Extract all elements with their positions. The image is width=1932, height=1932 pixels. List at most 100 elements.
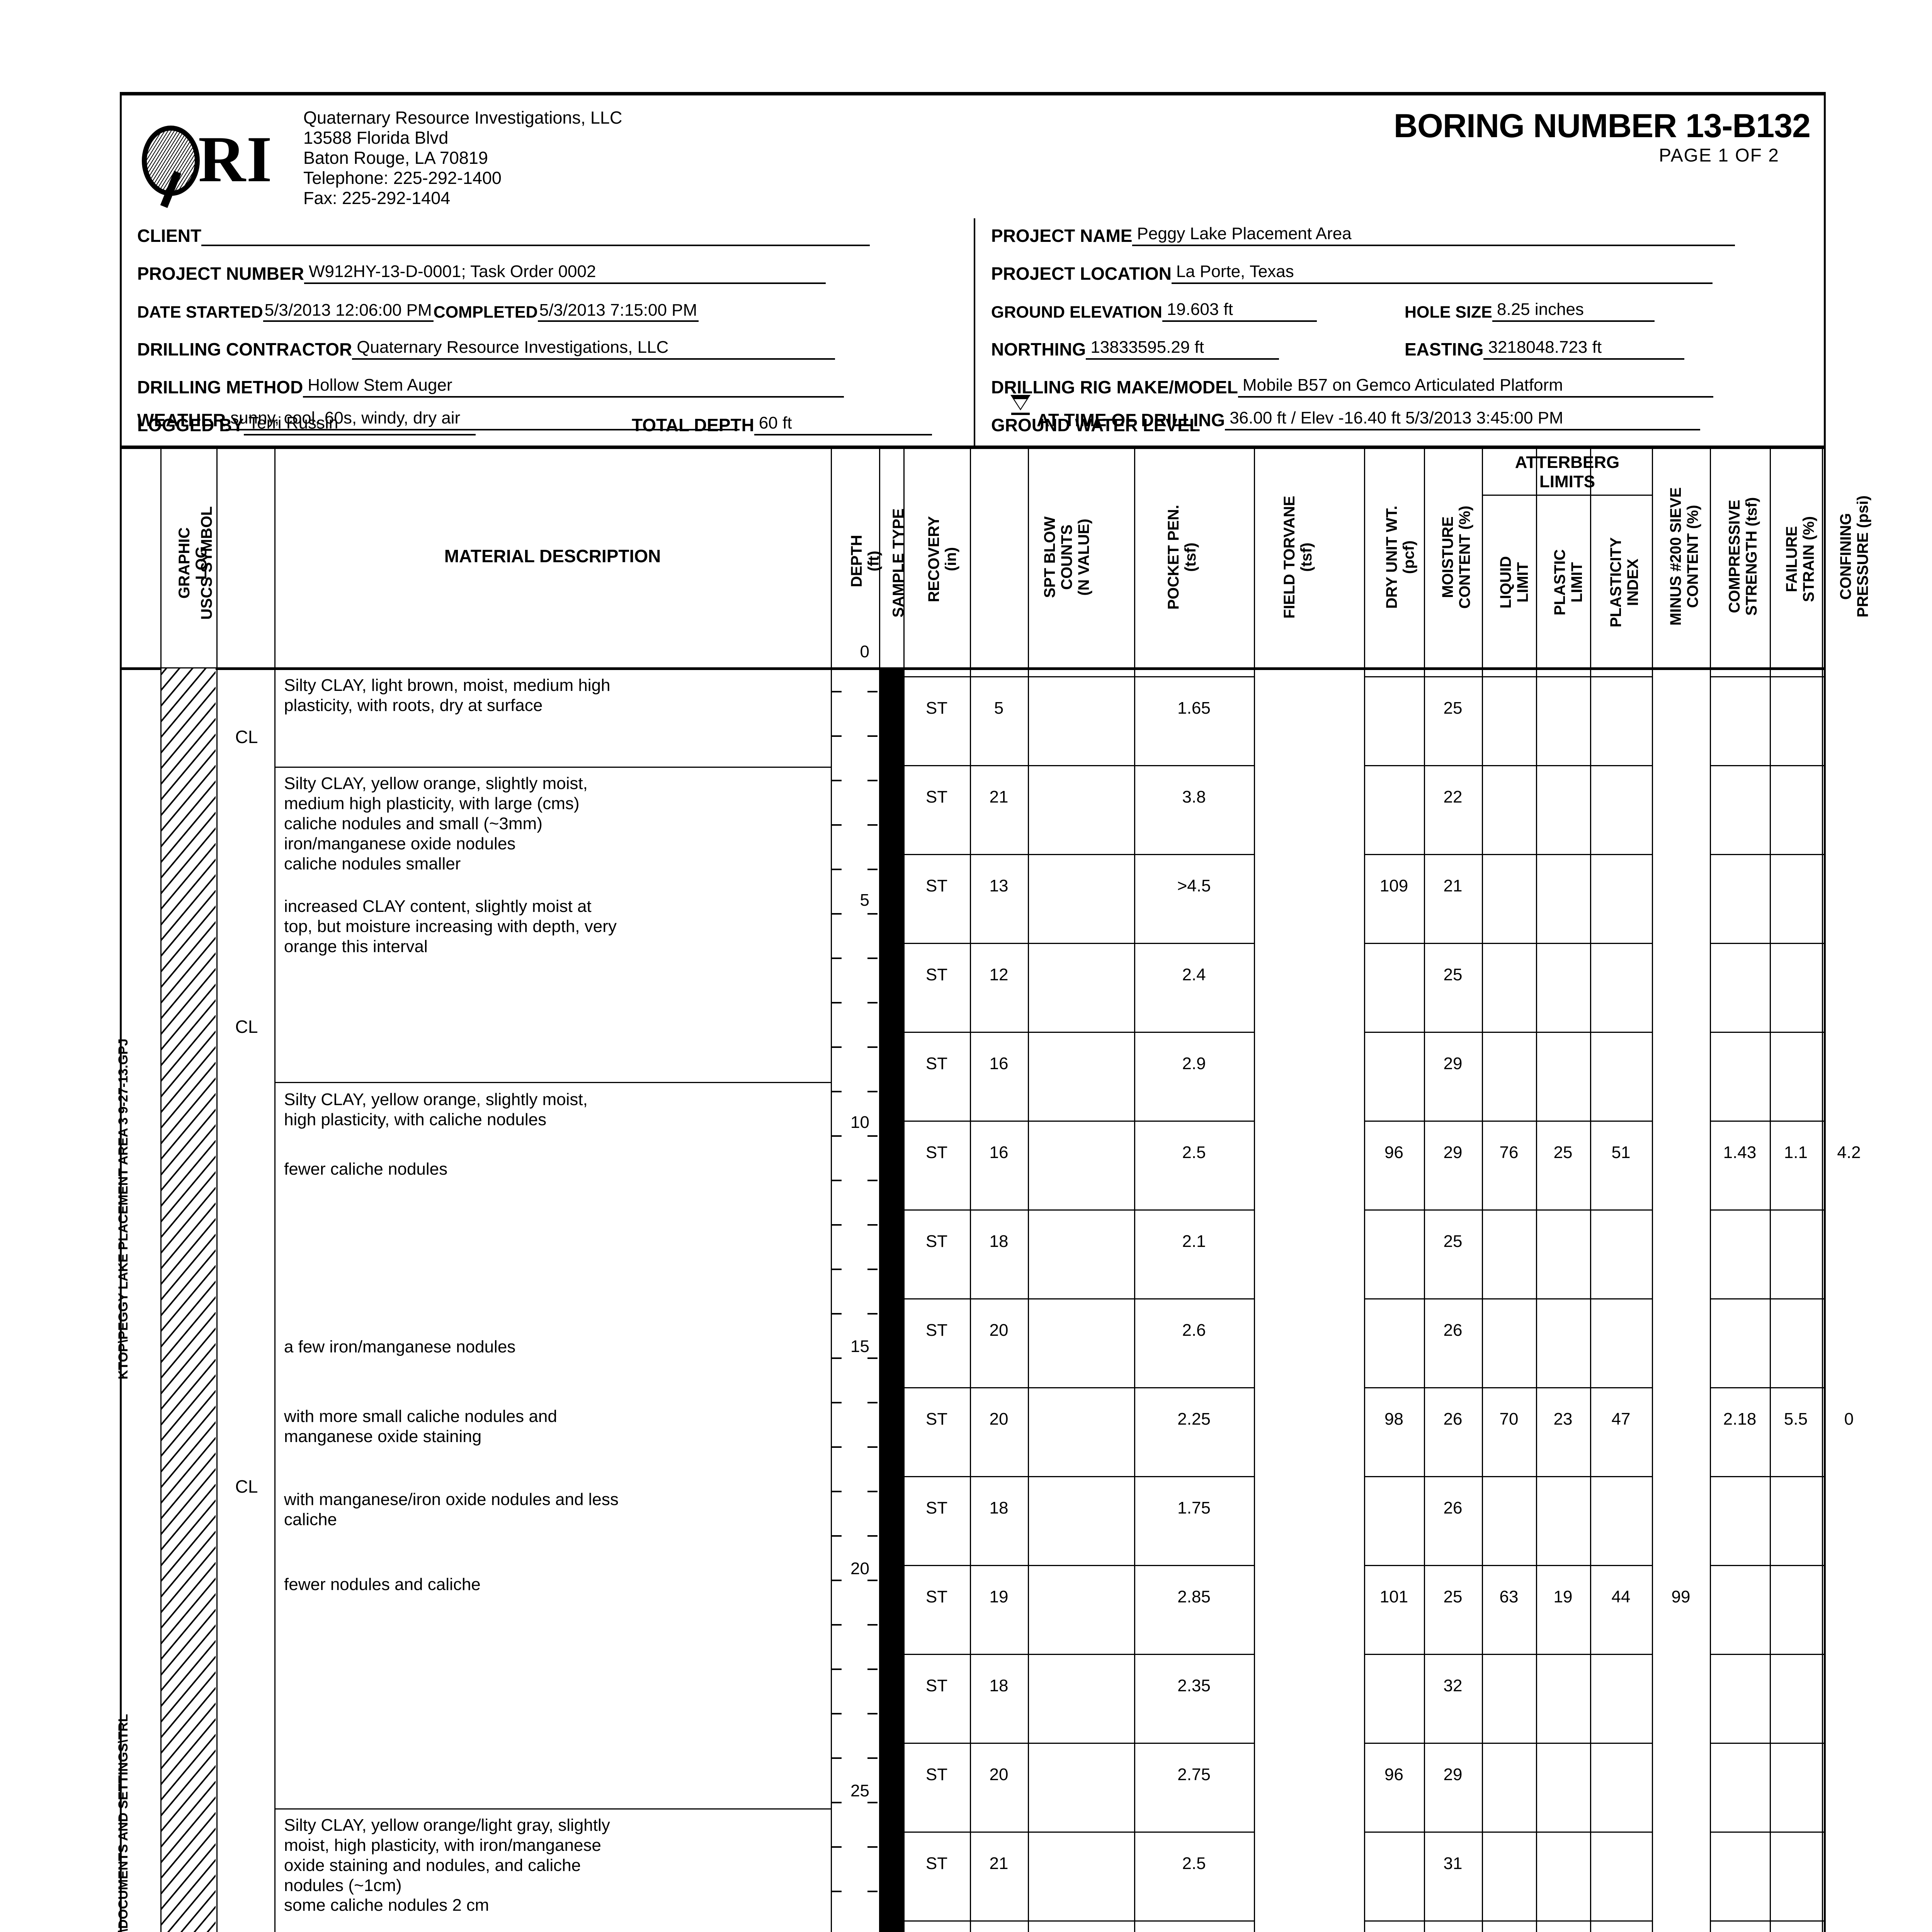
info-row-1: CLIENT PROJECT NAME Peggy Lake Placement… xyxy=(122,218,1824,251)
project-name-value[interactable]: Peggy Lake Placement Area xyxy=(1132,224,1735,246)
sample-row-separator xyxy=(1710,1209,1824,1211)
depth-tick-20: 20 xyxy=(850,1559,869,1578)
drilling-method-value[interactable]: Hollow Stem Auger xyxy=(303,375,844,398)
column-headers: GRAPHIC LOG USCS SYMBOL MATERIAL DESCRIP… xyxy=(122,448,1871,668)
sample-row-separator xyxy=(1710,1743,1824,1744)
project-number-value[interactable]: W912HY-13-D-0001; Task Order 0002 xyxy=(304,262,826,284)
easting-field: EASTING 3218048.723 ft xyxy=(1405,336,1685,360)
header-graphic-log-line1: GRAPHIC xyxy=(176,527,193,599)
cell-pp: 1.75 xyxy=(1177,1498,1211,1517)
header-spt-line1: SPT BLOW xyxy=(1041,516,1058,598)
ground-water-level-field: GROUND WATER LEVEL xyxy=(991,412,1200,435)
sample-row-separator xyxy=(1364,1121,1652,1122)
header-material-description: MATERIAL DESCRIPTION xyxy=(444,546,661,566)
drilling-method-label: DRILLING METHOD xyxy=(137,377,303,397)
cell-ll: 70 xyxy=(1499,1410,1519,1429)
cell-type: ST xyxy=(925,1854,948,1873)
header-pl-line1: PLASTIC xyxy=(1551,549,1568,616)
cell-duw: 109 xyxy=(1379,876,1408,895)
sample-row-separator xyxy=(1028,1565,1254,1566)
cell-type: ST xyxy=(925,699,948,718)
cell-mc: 29 xyxy=(1443,1054,1463,1073)
info-divider xyxy=(974,218,975,446)
depth-tick-mark xyxy=(867,1402,878,1403)
depth-tick-mark xyxy=(832,1757,842,1759)
cell-pl: 19 xyxy=(1553,1587,1573,1606)
description-8: fewer nodules and caliche xyxy=(284,1575,481,1594)
depth-tick-mark xyxy=(867,869,878,870)
col-sep-cs xyxy=(1710,449,1711,1932)
cell-duw: 101 xyxy=(1379,1587,1408,1606)
cell-recovery: 19 xyxy=(989,1587,1009,1606)
cell-cp: 4.2 xyxy=(1837,1143,1861,1162)
header-ll-line1: LIQUID xyxy=(1497,556,1514,609)
sample-row-separator xyxy=(1710,1298,1824,1299)
header-depth-line1: DEPTH xyxy=(848,535,865,587)
sample-row-separator xyxy=(903,676,1028,677)
project-location-value[interactable]: La Porte, Texas xyxy=(1171,262,1713,284)
cell-pp: 2.75 xyxy=(1177,1765,1211,1784)
drilling-contractor-value[interactable]: Quaternary Resource Investigations, LLC xyxy=(352,337,835,360)
header-spt-blow-counts: SPT BLOW COUNTS (N VALUE) xyxy=(1041,455,1092,660)
northing-value[interactable]: 13833595.29 ft xyxy=(1086,337,1279,360)
date-started-value[interactable]: 5/3/2013 12:06:00 PM xyxy=(263,300,434,322)
project-info-block: CLIENT PROJECT NAME Peggy Lake Placement… xyxy=(122,218,1824,446)
depth-tick-mark xyxy=(867,1313,878,1315)
date-started-field: DATE STARTED 5/3/2013 12:06:00 PM COMPLE… xyxy=(137,298,699,322)
header-atterberg-limits: ATTERBERG LIMITS xyxy=(1483,453,1651,492)
header-confining-pressure: CONFINING PRESSURE (psi) xyxy=(1837,448,1871,665)
hole-size-value[interactable]: 8.25 inches xyxy=(1492,299,1655,322)
weather-value[interactable]: sunny, cool, 60s, windy, dry air xyxy=(226,408,740,430)
depth-tick-mark xyxy=(832,1091,842,1092)
depth-tick-5: 5 xyxy=(860,891,869,910)
description-4: fewer caliche nodules xyxy=(284,1160,448,1179)
sample-row-separator xyxy=(1028,1209,1254,1211)
sample-row-separator xyxy=(1710,1654,1824,1655)
project-number-label: PROJECT NUMBER xyxy=(137,264,304,284)
cell-recovery: 21 xyxy=(989,787,1009,806)
ground-elevation-value[interactable]: 19.603 ft xyxy=(1162,299,1317,322)
depth-tick-mark xyxy=(832,1357,842,1359)
col-sep-dryunit xyxy=(1364,449,1365,1932)
cell-mc: 25 xyxy=(1443,965,1463,984)
drilling-rig-value[interactable]: Mobile B57 on Gemco Articulated Platform xyxy=(1238,375,1713,398)
depth-tick-mark xyxy=(867,1580,878,1581)
at-time-of-drilling-value[interactable]: 36.00 ft / Elev -16.40 ft 5/3/2013 3:45:… xyxy=(1225,408,1701,430)
hole-size-label: HOLE SIZE xyxy=(1405,303,1492,321)
description-10: some caliche nodules 2 cm xyxy=(284,1896,489,1915)
col-sep-pocketpen xyxy=(1134,449,1135,1932)
depth-tick-15: 15 xyxy=(850,1337,869,1356)
depth-tick-mark xyxy=(832,1402,842,1403)
total-depth-value[interactable]: 60 ft xyxy=(754,413,932,435)
ground-water-level-label: GROUND WATER LEVEL xyxy=(991,415,1200,435)
date-started-label: DATE STARTED xyxy=(137,303,263,321)
cell-duw: 96 xyxy=(1384,1765,1403,1784)
company-address2: Baton Rouge, LA 70819 xyxy=(303,148,488,168)
cell-cp: 0 xyxy=(1844,1410,1854,1429)
company-telephone: Telephone: 225-292-1400 xyxy=(303,168,502,188)
client-value[interactable] xyxy=(201,244,870,246)
description-2: increased CLAY content, slightly moist a… xyxy=(284,897,617,956)
header-compressive-strength: COMPRESSIVE STRENGTH (tsf) xyxy=(1726,448,1760,665)
cell-recovery: 21 xyxy=(989,1854,1009,1873)
sample-row-separator xyxy=(1028,765,1254,766)
drilling-method-field: DRILLING METHOD Hollow Stem Auger xyxy=(137,374,844,398)
depth-tick-mark xyxy=(832,1580,842,1581)
depth-tick-mark xyxy=(867,1757,878,1759)
weather-label: WEATHER xyxy=(137,410,226,430)
cell-pp: 2.5 xyxy=(1182,1854,1206,1873)
cell-mc: 25 xyxy=(1443,1587,1463,1606)
drilling-contractor-field: DRILLING CONTRACTOR Quaternary Resource … xyxy=(137,336,835,360)
completed-value[interactable]: 5/3/2013 7:15:00 PM xyxy=(537,300,699,322)
cell-type: ST xyxy=(925,1321,948,1340)
cell-type: ST xyxy=(925,1143,948,1162)
easting-value[interactable]: 3218048.723 ft xyxy=(1483,337,1685,360)
sample-row-separator xyxy=(1364,1032,1652,1033)
depth-tick-mark xyxy=(832,957,842,959)
header-pi-line1: PLASTICITY xyxy=(1607,537,1624,628)
cell-mc: 25 xyxy=(1443,1232,1463,1251)
company-name: Quaternary Resource Investigations, LLC xyxy=(303,108,622,128)
cell-mc: 32 xyxy=(1443,1676,1463,1695)
col-sep-pl xyxy=(1536,449,1537,1932)
